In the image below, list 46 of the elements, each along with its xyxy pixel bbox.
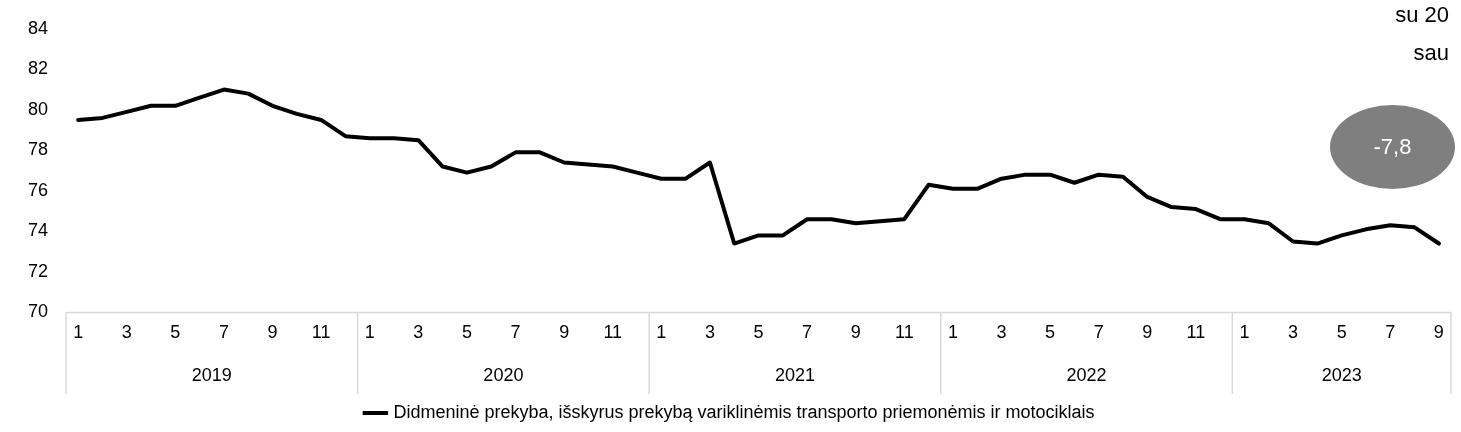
legend-label: Didmeninė prekyba, išskyrus prekybą variklinėmis transporto priemonėmis ir motociklais [393, 401, 1095, 422]
x-tick-label: 9 [1433, 322, 1444, 343]
y-tick-label: 72 [27, 260, 49, 281]
text: 2022 [1066, 364, 1107, 385]
x-tick-label: 7 [802, 322, 813, 343]
x-tick-label: 7 [510, 322, 521, 343]
x-tick-label: 1 [1239, 322, 1250, 343]
x-tick-label: 3 [413, 322, 424, 343]
x-tick-label: 9 [559, 322, 570, 343]
x-tick-label: 9 [267, 322, 278, 343]
oval-badge: -7,8 [1330, 105, 1455, 189]
text: 2021 [774, 364, 815, 385]
x-tick-label: 5 [1045, 322, 1056, 343]
y-tick-label: 80 [27, 98, 49, 119]
x-tick-label: 1 [947, 322, 958, 343]
y-tick-label: 70 [27, 301, 49, 322]
x-tick-label: 7 [1385, 322, 1396, 343]
x-tick-label: 3 [1288, 322, 1299, 343]
x-tick-label: 9 [850, 322, 861, 343]
x-tick-label: 1 [73, 322, 84, 343]
text: 2023 [1321, 364, 1362, 385]
x-tick-label: 3 [121, 322, 132, 343]
x-tick-label: 7 [218, 322, 229, 343]
x-tick-label: 5 [1336, 322, 1347, 343]
x-tick-label: 11 [603, 322, 623, 343]
x-tick-label: 1 [364, 322, 375, 343]
x-tick-label: 3 [704, 322, 715, 343]
y-tick-label: 82 [27, 58, 49, 79]
x-tick-label: 9 [1142, 322, 1153, 343]
x-tick-label: 7 [1093, 322, 1104, 343]
x-tick-label: 11 [1186, 322, 1206, 343]
x-tick-label: 5 [753, 322, 764, 343]
text: 2019 [191, 364, 232, 385]
x-tick-label: 5 [461, 322, 472, 343]
x-tick-label: 3 [996, 322, 1007, 343]
x-tick-label: 11 [311, 322, 331, 343]
x-tick-label: 5 [170, 322, 181, 343]
text: 2020 [483, 364, 524, 385]
x-tick-label: 1 [656, 322, 667, 343]
text: su 20 [1395, 2, 1449, 28]
y-tick-label: 76 [27, 179, 49, 200]
y-tick-label: 84 [27, 17, 49, 38]
y-tick-label: 74 [27, 220, 49, 241]
annotation: sau [1413, 40, 1449, 66]
y-tick-label: 78 [27, 139, 49, 160]
x-tick-label: 11 [894, 322, 914, 343]
